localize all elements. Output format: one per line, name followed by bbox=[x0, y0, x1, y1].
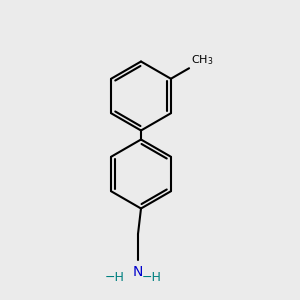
Text: CH$_3$: CH$_3$ bbox=[190, 53, 213, 67]
Text: N: N bbox=[133, 266, 143, 280]
Text: −H: −H bbox=[105, 271, 124, 284]
Text: −H: −H bbox=[142, 271, 162, 284]
